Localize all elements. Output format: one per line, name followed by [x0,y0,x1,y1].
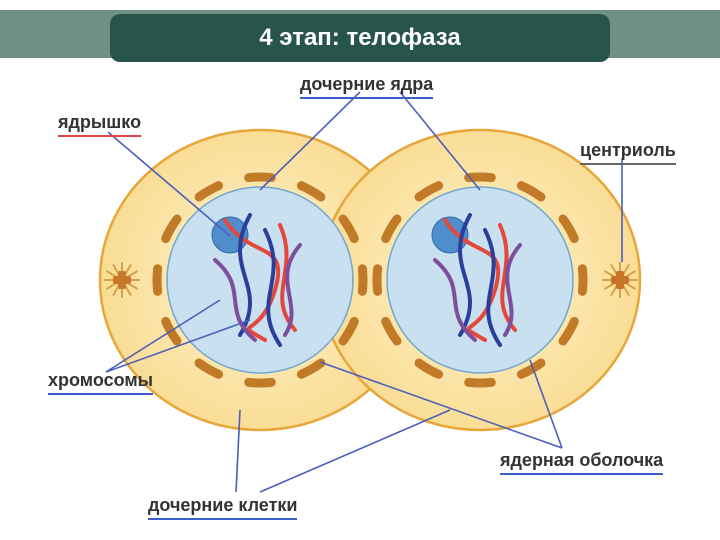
label-daughter-cells-text: дочерние клетки [148,495,297,515]
label-nuclear-envelope: ядерная оболочка [500,450,663,475]
label-centriole-text: центриоль [580,140,676,160]
label-nucleolus-text: ядрышко [58,112,141,132]
label-daughter-nuclei-text: дочерние ядра [300,74,433,94]
label-daughter-cells: дочерние клетки [148,495,297,520]
label-nuclear-envelope-text: ядерная оболочка [500,450,663,470]
label-centriole: центриоль [580,140,676,165]
label-nucleolus: ядрышко [58,112,141,137]
label-chromosomes-text: хромосомы [48,370,153,390]
label-chromosomes: хромосомы [48,370,153,395]
label-daughter-nuclei: дочерние ядра [300,74,433,99]
